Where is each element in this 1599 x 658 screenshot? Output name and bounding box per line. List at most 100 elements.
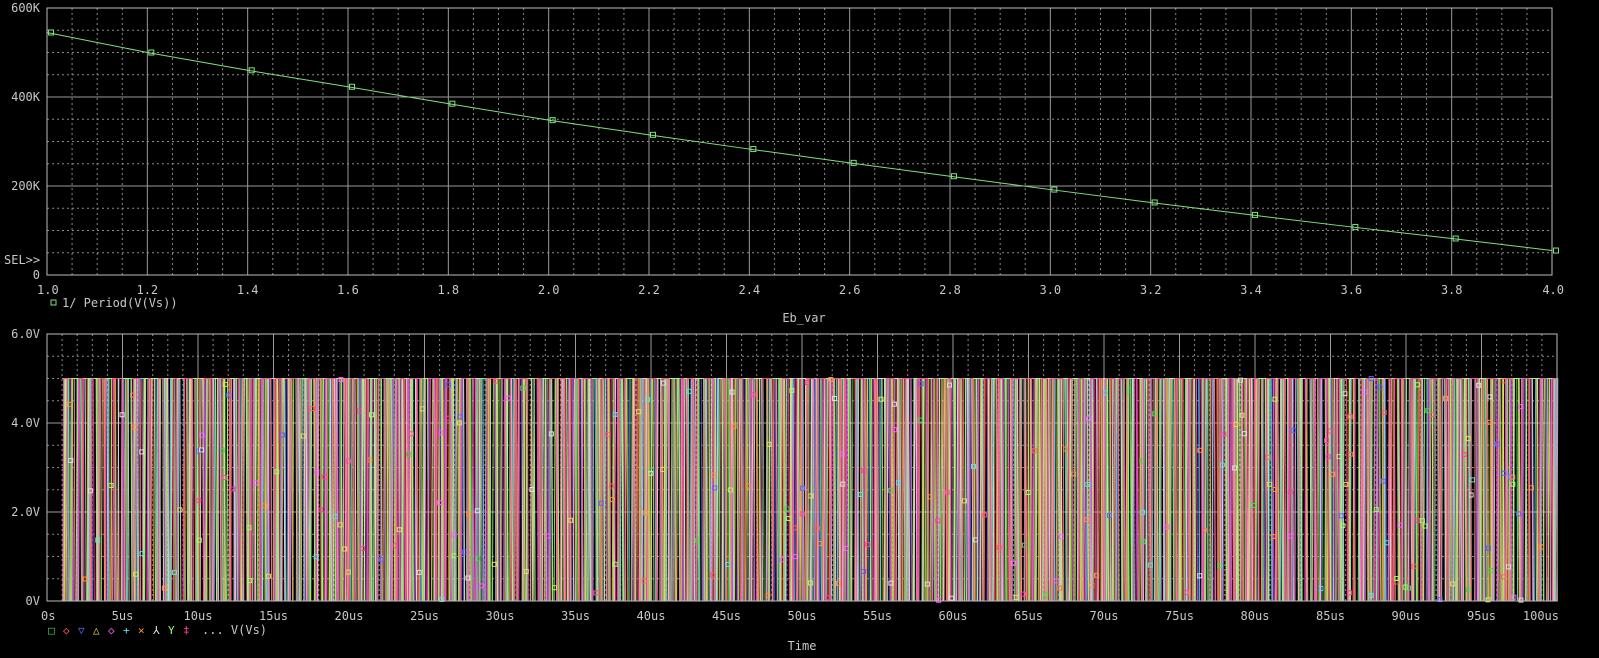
trace-marker bbox=[265, 573, 271, 579]
x-tick-label: 60us bbox=[939, 609, 968, 623]
trace-marker bbox=[1202, 527, 1208, 533]
trace-marker bbox=[1501, 470, 1507, 476]
trace-marker bbox=[1415, 382, 1421, 388]
trace-marker bbox=[451, 532, 457, 538]
trace-marker bbox=[766, 441, 772, 447]
trace-marker bbox=[1437, 597, 1443, 603]
trace-marker bbox=[1461, 452, 1467, 458]
x-tick-label: 30us bbox=[486, 609, 515, 623]
trace-marker bbox=[346, 458, 352, 464]
x-tick-label: 3.6 bbox=[1340, 283, 1362, 297]
trace-marker bbox=[529, 486, 535, 492]
trace-marker bbox=[808, 493, 814, 499]
x-tick-label: 20us bbox=[335, 609, 364, 623]
x-tick-label: 15us bbox=[259, 609, 288, 623]
trace-marker bbox=[792, 554, 798, 560]
trace-marker bbox=[831, 395, 837, 401]
data-point bbox=[1151, 199, 1158, 206]
trace-marker bbox=[1013, 594, 1019, 600]
trace-marker bbox=[1139, 509, 1145, 515]
trace-marker bbox=[660, 380, 666, 386]
trace-marker bbox=[322, 474, 328, 480]
trace-marker bbox=[1327, 428, 1333, 434]
trace-marker bbox=[474, 508, 480, 514]
trace-marker bbox=[800, 485, 806, 491]
trace-marker bbox=[95, 537, 101, 543]
trace-marker bbox=[1058, 534, 1064, 540]
trace-marker bbox=[262, 503, 268, 509]
x-tick-label: 2.2 bbox=[638, 283, 660, 297]
y-tick-label: 0V bbox=[26, 594, 40, 608]
bottom-legend[interactable]: □ ◇ ▽ △ ◇ + × ⅄ Y ‡ ... V(Vs) bbox=[48, 623, 267, 637]
trace-marker bbox=[636, 409, 642, 415]
x-tick-label: 90us bbox=[1392, 609, 1421, 623]
trace-marker bbox=[446, 415, 452, 421]
trace-marker bbox=[814, 525, 820, 531]
top-legend[interactable]: 1/ Period(V(Vs)) bbox=[50, 296, 178, 310]
trace-marker bbox=[300, 433, 306, 439]
trace-marker bbox=[1518, 597, 1524, 603]
trace-marker bbox=[1239, 412, 1245, 418]
trace-marker bbox=[808, 580, 814, 586]
trace-marker bbox=[840, 451, 846, 457]
trace-marker bbox=[1340, 523, 1346, 529]
trace-marker bbox=[865, 542, 871, 548]
data-point bbox=[1051, 186, 1058, 193]
trace-marker bbox=[131, 424, 137, 430]
x-tick-label: 0s bbox=[41, 609, 55, 623]
trace-marker bbox=[1362, 389, 1368, 395]
trace-marker bbox=[1394, 579, 1400, 585]
trace-marker bbox=[972, 537, 978, 543]
trace-marker bbox=[408, 431, 414, 437]
trace-marker bbox=[1425, 408, 1431, 414]
x-tick-label: 2.6 bbox=[839, 283, 861, 297]
trace-marker bbox=[970, 463, 976, 469]
x-tick-label: 10us bbox=[184, 609, 213, 623]
trace-marker bbox=[765, 592, 771, 598]
trace-marker bbox=[199, 447, 205, 453]
trace-marker bbox=[1232, 465, 1238, 471]
trace-marker bbox=[1397, 522, 1403, 528]
trace-marker bbox=[694, 538, 700, 544]
y-tick-label: 2.0V bbox=[11, 505, 40, 519]
top-series bbox=[46, 29, 1559, 254]
trace-marker bbox=[545, 533, 551, 539]
trace-marker bbox=[1267, 481, 1273, 487]
trace-marker bbox=[1381, 410, 1387, 416]
trace-marker bbox=[492, 378, 498, 384]
trace-marker bbox=[1368, 376, 1374, 382]
trace-marker bbox=[199, 432, 205, 438]
trace-marker bbox=[419, 406, 425, 412]
legend-marker-icon: □ bbox=[48, 624, 55, 637]
trace-marker bbox=[406, 451, 412, 457]
trace-marker bbox=[520, 385, 526, 391]
trace-marker bbox=[1031, 448, 1037, 454]
trace-marker bbox=[360, 546, 366, 552]
trace-marker bbox=[878, 396, 884, 402]
trace-marker bbox=[1343, 481, 1349, 487]
trace-marker bbox=[247, 578, 253, 584]
trace-marker bbox=[226, 392, 232, 398]
bottom-x-ticks: 0s 5us 10us 15us 20us 25us 30us 35us 40us 45us 50u… bbox=[41, 609, 1559, 623]
data-point bbox=[750, 146, 757, 153]
trace-marker bbox=[1021, 591, 1027, 597]
trace-marker bbox=[947, 382, 953, 388]
trace-marker bbox=[935, 518, 941, 524]
trace-marker bbox=[1287, 489, 1293, 495]
trace-marker bbox=[826, 595, 832, 601]
legend-marker-icon: × bbox=[138, 624, 145, 637]
trace-marker bbox=[725, 561, 731, 567]
trace-marker bbox=[337, 522, 343, 528]
trace-marker bbox=[1377, 384, 1383, 390]
trace-marker bbox=[1250, 502, 1256, 508]
trace-marker bbox=[1071, 471, 1077, 477]
trace-marker bbox=[711, 472, 717, 478]
data-point bbox=[349, 83, 355, 90]
data-point bbox=[850, 159, 857, 166]
trace-marker bbox=[1528, 485, 1534, 491]
trace-marker bbox=[1505, 564, 1511, 570]
trace-marker bbox=[840, 481, 846, 487]
data-point bbox=[449, 100, 456, 107]
top-grid bbox=[47, 8, 1552, 275]
